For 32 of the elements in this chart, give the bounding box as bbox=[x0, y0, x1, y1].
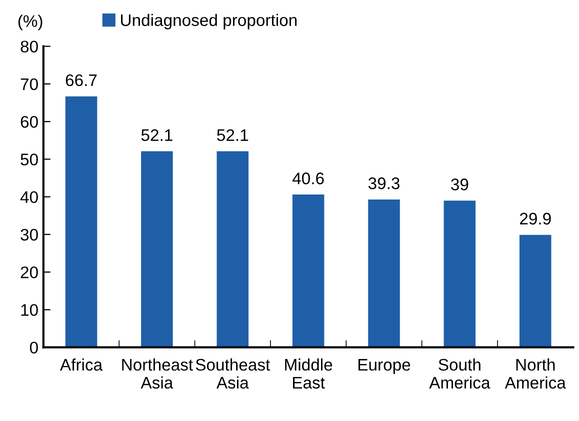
x-tick-label: North America bbox=[504, 358, 566, 389]
bar bbox=[444, 200, 476, 348]
y-tick-label: 10 bbox=[21, 304, 38, 316]
text: 29.9 bbox=[520, 212, 551, 225]
text: 39 bbox=[451, 178, 468, 190]
text: 40.6 bbox=[292, 172, 324, 184]
text: 39.3 bbox=[368, 177, 400, 190]
y-tick-label: 30 bbox=[20, 228, 38, 241]
x-tick-label: South America bbox=[429, 358, 490, 389]
x-tick-label: Southeast Asia bbox=[196, 358, 270, 389]
bar bbox=[519, 234, 552, 348]
text: 66.7 bbox=[66, 74, 97, 86]
y-tick-label: 70 bbox=[20, 78, 38, 90]
y-tick-label: 60 bbox=[20, 116, 38, 128]
bar bbox=[216, 151, 249, 348]
y-tick-label: 50 bbox=[20, 154, 38, 166]
text: 52.1 bbox=[217, 129, 248, 142]
bar bbox=[141, 151, 173, 348]
x-tick-label: Africa bbox=[60, 358, 103, 371]
y-tick-label: 80 bbox=[20, 40, 38, 53]
bar bbox=[292, 194, 324, 348]
bar bbox=[65, 96, 98, 348]
y-tick-label: 40 bbox=[20, 191, 38, 204]
x-tick-label: Middle East bbox=[285, 358, 332, 389]
legend-label: Undiagnosed proportion bbox=[121, 14, 297, 30]
y-tick-label: 20 bbox=[20, 266, 38, 278]
y-tick-label: 0 bbox=[30, 342, 38, 354]
y-axis-title: (%) bbox=[18, 14, 42, 30]
bar bbox=[368, 199, 400, 348]
text: 52.1 bbox=[141, 129, 172, 142]
x-tick-label: Europe bbox=[358, 359, 410, 374]
x-tick-label: Northeast Asia bbox=[122, 358, 193, 389]
